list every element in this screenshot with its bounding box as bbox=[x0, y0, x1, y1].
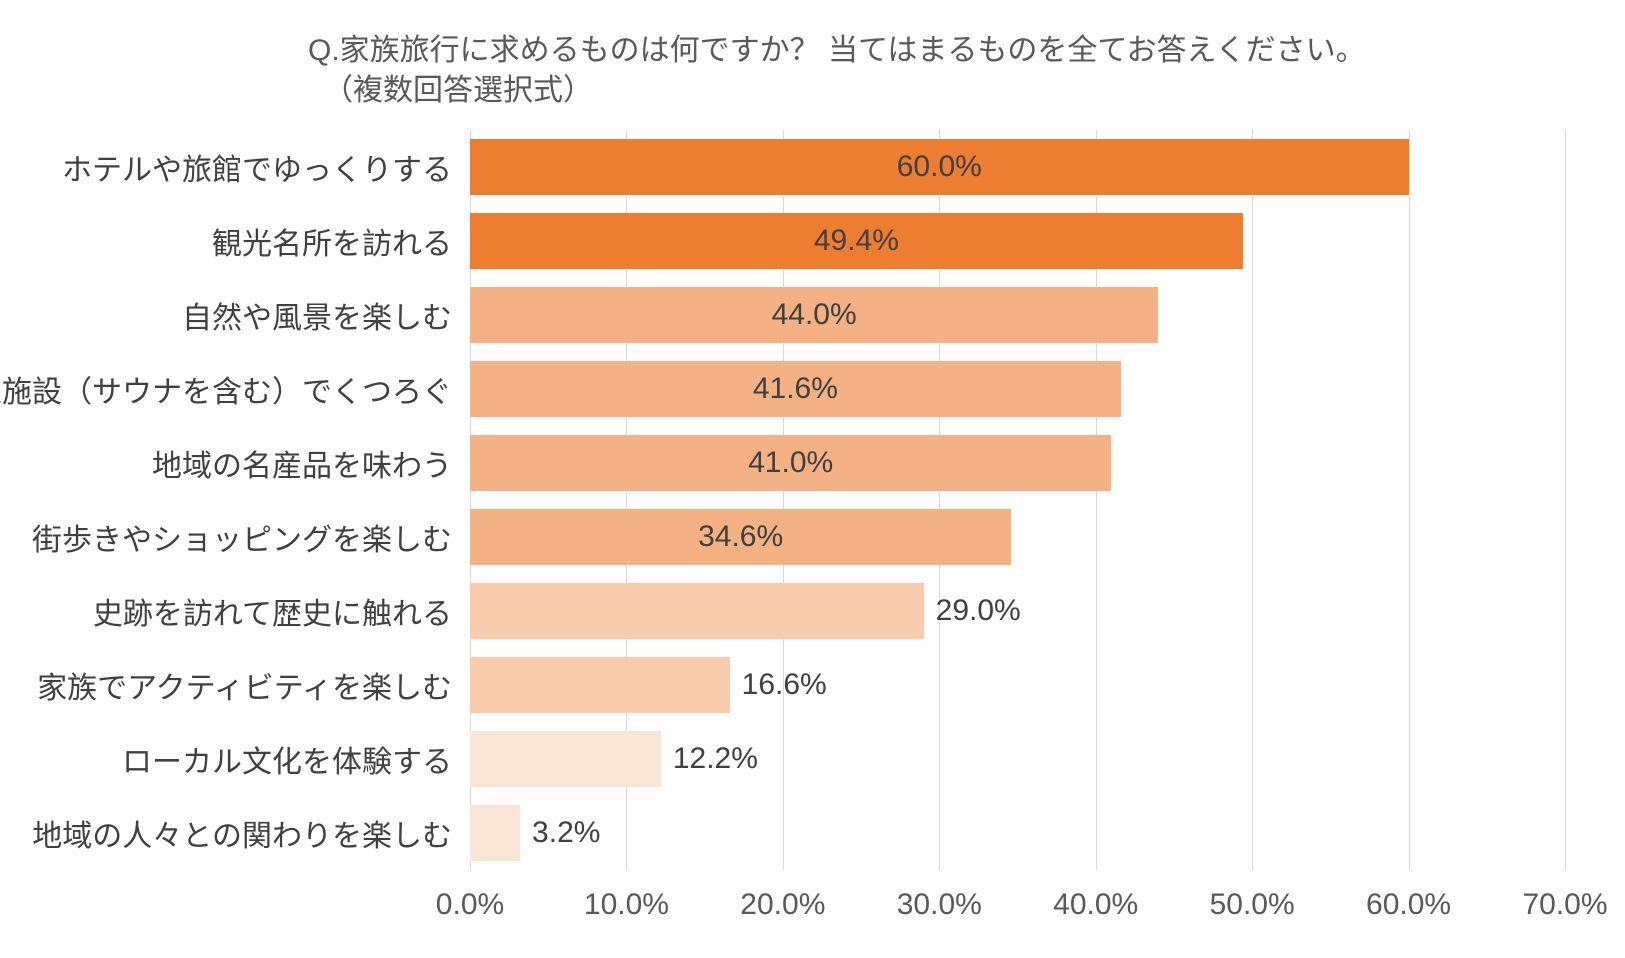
bar-value-label: 41.6% bbox=[470, 372, 1121, 406]
category-label: 史跡を訪れて歴史に触れる bbox=[93, 589, 452, 633]
bar: 60.0% bbox=[470, 139, 1409, 195]
bar bbox=[470, 583, 924, 639]
category-label: 自然や風景を楽しむ bbox=[182, 293, 452, 337]
category-label: 観光名所を訪れる bbox=[212, 219, 452, 263]
bar-row: 44.0% bbox=[470, 287, 1565, 343]
bar-chart: Q.家族旅行に求めるものは何ですか？ 当てはまるものを全てお答えください。 （複… bbox=[0, 0, 1625, 958]
bar-value-label: 49.4% bbox=[470, 224, 1243, 258]
category-label: ローカル文化を体験する bbox=[122, 737, 452, 781]
x-tick-label: 60.0% bbox=[1366, 888, 1451, 922]
category-label: 地域の名産品を味わう bbox=[152, 441, 452, 485]
x-tick-label: 0.0% bbox=[436, 888, 504, 922]
bar bbox=[470, 805, 520, 861]
bar-row: 12.2% bbox=[470, 731, 1565, 787]
x-tick-label: 70.0% bbox=[1522, 888, 1607, 922]
bar-row: 41.0% bbox=[470, 435, 1565, 491]
bar-row: 3.2% bbox=[470, 805, 1565, 861]
chart-title-line2: （複数回答選択式） bbox=[308, 65, 593, 109]
chart-title-line1: Q.家族旅行に求めるものは何ですか？ 当てはまるものを全てお答えください。 bbox=[308, 25, 1366, 69]
x-tick-label: 10.0% bbox=[584, 888, 669, 922]
category-label: ホテルや旅館でゆっくりする bbox=[62, 145, 452, 189]
bar-row: 60.0% bbox=[470, 139, 1565, 195]
bar-value-label: 34.6% bbox=[470, 520, 1011, 554]
bar: 49.4% bbox=[470, 213, 1243, 269]
plot-area: 0.0%10.0%20.0%30.0%40.0%50.0%60.0%70.0%6… bbox=[470, 130, 1565, 870]
bar bbox=[470, 657, 730, 713]
bar: 41.6% bbox=[470, 361, 1121, 417]
category-label: 温泉施設（サウナを含む）でくつろぐ bbox=[0, 367, 452, 411]
bar-value-label: 12.2% bbox=[673, 742, 758, 776]
x-tick-label: 50.0% bbox=[1210, 888, 1295, 922]
bar: 44.0% bbox=[470, 287, 1158, 343]
category-label: 家族でアクティビティを楽しむ bbox=[37, 663, 452, 707]
x-tick-label: 40.0% bbox=[1053, 888, 1138, 922]
x-tick-label: 30.0% bbox=[897, 888, 982, 922]
x-tick-label: 20.0% bbox=[740, 888, 825, 922]
category-label: 街歩きやショッピングを楽しむ bbox=[32, 515, 452, 559]
bar-value-label: 3.2% bbox=[532, 816, 600, 850]
bar bbox=[470, 731, 661, 787]
bar: 41.0% bbox=[470, 435, 1111, 491]
bar-value-label: 29.0% bbox=[936, 594, 1021, 628]
bar-row: 41.6% bbox=[470, 361, 1565, 417]
bar-value-label: 16.6% bbox=[742, 668, 827, 702]
bar-row: 49.4% bbox=[470, 213, 1565, 269]
bar-row: 16.6% bbox=[470, 657, 1565, 713]
bar-value-label: 60.0% bbox=[470, 150, 1409, 184]
bar-row: 34.6% bbox=[470, 509, 1565, 565]
bar-value-label: 44.0% bbox=[470, 298, 1158, 332]
gridline bbox=[1565, 130, 1566, 870]
bar-value-label: 41.0% bbox=[470, 446, 1111, 480]
bar: 34.6% bbox=[470, 509, 1011, 565]
category-label: 地域の人々との関わりを楽しむ bbox=[32, 811, 452, 855]
bar-row: 29.0% bbox=[470, 583, 1565, 639]
